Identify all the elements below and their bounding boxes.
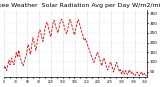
Title: Milwaukee Weather  Solar Radiation Avg per Day W/m2/minute: Milwaukee Weather Solar Radiation Avg pe… (0, 3, 160, 8)
